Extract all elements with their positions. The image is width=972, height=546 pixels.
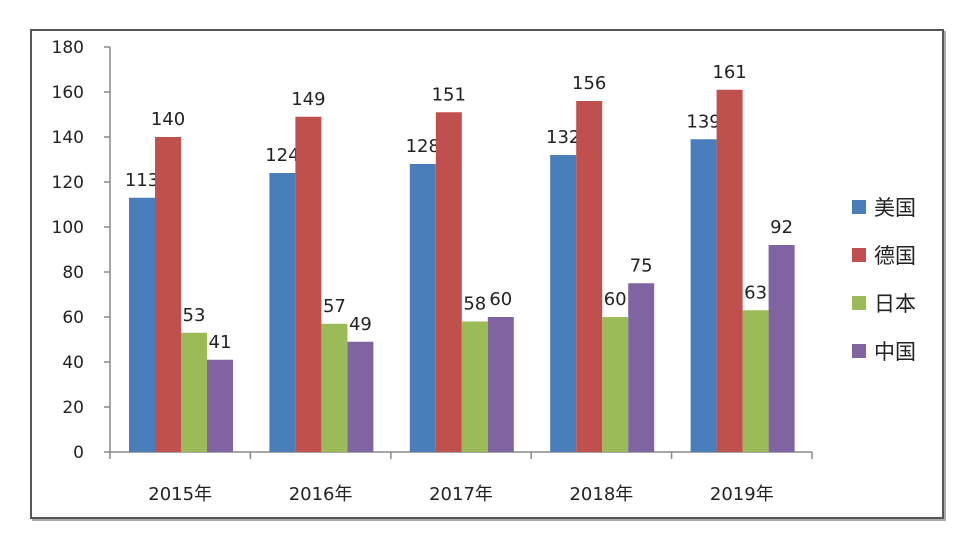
legend-label: 美国 — [874, 196, 916, 220]
bar — [321, 323, 348, 452]
x-category-label: 2018年 — [569, 484, 633, 505]
bar — [435, 112, 462, 452]
y-tick-label: 140 — [52, 128, 84, 148]
data-label: 60 — [604, 289, 627, 310]
data-label: 149 — [291, 89, 325, 110]
data-label: 41 — [209, 332, 232, 353]
bar — [602, 317, 629, 452]
bar — [576, 101, 603, 452]
legend-swatch — [852, 344, 866, 358]
x-category-label: 2015年 — [148, 484, 212, 505]
y-tick-label: 80 — [62, 263, 84, 283]
legend-label: 中国 — [874, 340, 916, 364]
legend-swatch — [852, 200, 866, 214]
data-label: 132 — [546, 127, 580, 148]
bar — [716, 89, 743, 452]
legend-label: 日本 — [874, 292, 916, 316]
bar — [269, 173, 296, 452]
data-label: 63 — [744, 282, 767, 303]
bar — [628, 283, 655, 452]
bar — [690, 139, 717, 452]
x-category-label: 2016年 — [289, 484, 353, 505]
data-label: 161 — [712, 62, 746, 83]
legend-swatch — [852, 248, 866, 262]
bar — [550, 155, 577, 452]
bar — [768, 245, 795, 452]
bar — [461, 321, 488, 452]
legend-swatch — [852, 296, 866, 310]
y-tick-label: 0 — [73, 443, 84, 463]
y-tick-label: 40 — [62, 353, 84, 373]
x-category-label: 2017年 — [429, 484, 493, 505]
bar — [295, 116, 322, 452]
y-tick-label: 180 — [52, 38, 84, 58]
data-label: 92 — [770, 217, 793, 238]
data-label: 58 — [463, 294, 486, 315]
data-label: 140 — [151, 109, 185, 130]
data-label: 75 — [630, 255, 653, 276]
data-label: 49 — [349, 314, 372, 335]
bar — [207, 359, 233, 452]
bar — [487, 317, 514, 452]
bar — [181, 332, 207, 452]
y-tick-label: 100 — [52, 218, 84, 238]
y-tick-label: 60 — [62, 308, 84, 328]
bar — [409, 164, 436, 452]
bar — [155, 137, 181, 452]
data-label: 53 — [183, 305, 206, 326]
data-label: 113 — [125, 170, 159, 191]
legend-label: 德国 — [874, 244, 916, 268]
data-label: 124 — [265, 145, 299, 166]
data-label: 60 — [489, 289, 512, 310]
data-label: 151 — [432, 84, 466, 105]
y-tick-label: 160 — [52, 83, 84, 103]
bar — [347, 341, 374, 452]
x-category-label: 2019年 — [710, 484, 774, 505]
bar — [129, 197, 155, 452]
data-label: 57 — [323, 296, 346, 317]
bar — [742, 310, 769, 452]
data-label: 139 — [686, 111, 720, 132]
y-tick-label: 120 — [52, 173, 84, 193]
data-label: 128 — [406, 136, 440, 157]
data-label: 156 — [572, 73, 606, 94]
y-tick-label: 20 — [62, 398, 84, 418]
